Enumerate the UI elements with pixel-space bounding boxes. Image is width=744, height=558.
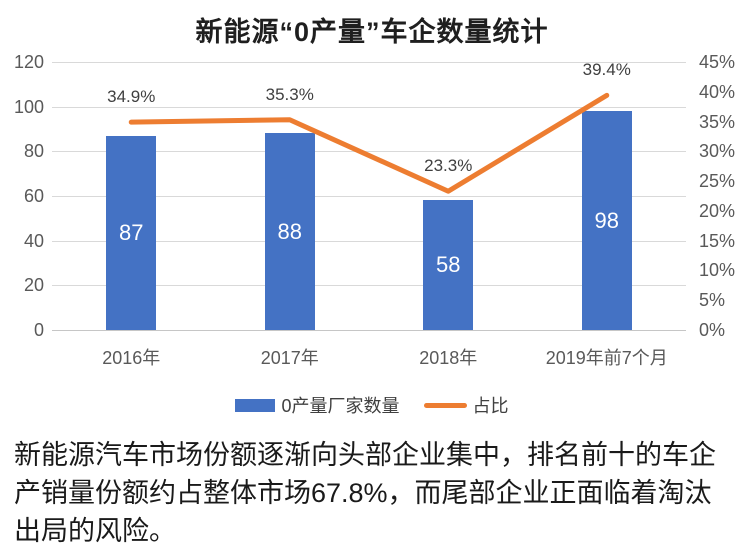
right-axis-tick: 0% [699,320,726,340]
gridline [52,241,686,242]
right-axis-tick: 30% [699,141,736,161]
bar-series-swatch-icon [235,398,276,412]
right-axis-tick: 15% [699,231,736,251]
legend-item-bar-series: 0产量厂家数量 [235,392,400,418]
bar [423,200,474,330]
caption-line: 出局的风险。 [14,516,176,546]
bar-value-label: 87 [119,220,144,245]
left-axis-tick: 100 [13,97,44,117]
line-point-label: 23.3% [424,156,473,175]
x-axis-label: 2016年 [102,348,161,368]
line-point-label: 39.4% [582,60,631,79]
left-axis-tick: 60 [23,186,44,206]
left-axis-tick: 40 [23,231,44,251]
legend-item-line-series: 占比 [423,392,509,418]
x-axis-label: 2018年 [419,348,478,368]
line-series-path [128,92,610,194]
legend-line-label: 占比 [472,396,509,416]
right-axis-tick: 45% [699,52,736,72]
bar [581,111,632,330]
left-axis-tick: 20 [23,275,44,295]
caption-line: 产销量份额约占整体市场67.8%，而尾部企业正面临着淘汰 [14,478,712,508]
right-axis-tick: 35% [699,112,736,132]
right-axis-tick: 25% [699,171,736,191]
x-axis-label: 2017年 [260,348,319,368]
bar-value-label: 88 [277,219,302,244]
left-axis-tick: 0 [33,320,44,340]
line-point-label: 35.3% [265,85,314,104]
line-series-swatch-icon [423,402,467,408]
bar [106,136,157,330]
gridline [52,151,686,152]
gridline [52,330,686,331]
right-axis-tick: 10% [699,260,736,280]
right-axis-tick: 40% [699,82,736,102]
caption: 新能源汽车市场份额逐渐向头部企业集中，排名前十的车企 产销量份额约占整体市场67… [14,436,734,550]
gridline [52,196,686,197]
bar-value-label: 98 [594,208,619,233]
line-point-label: 34.9% [107,87,156,106]
gridline [52,62,686,63]
x-axis-label: 2019年前7个月 [545,348,668,368]
right-axis-tick: 5% [699,290,726,310]
chart-title: 新能源“0产量”车企数量统计 [195,17,549,47]
chart: 新能源“0产量”车企数量统计 0 20 40 60 80 100 120 0% 5% 10% 15%… [0,17,744,416]
left-axis-tick: 80 [23,141,44,161]
caption-line: 新能源汽车市场份额逐渐向头部企业集中，排名前十的车企 [14,440,716,470]
right-axis-tick: 20% [699,201,736,221]
left-axis-tick: 120 [13,52,44,72]
bar [264,133,315,330]
line-series [128,92,610,194]
bar-value-label: 58 [436,252,461,277]
gridline [52,107,686,108]
gridline [52,285,686,286]
legend-bar-label: 0产量厂家数量 [281,396,400,416]
chart-legend: 0产量厂家数量 占比 [0,394,744,416]
